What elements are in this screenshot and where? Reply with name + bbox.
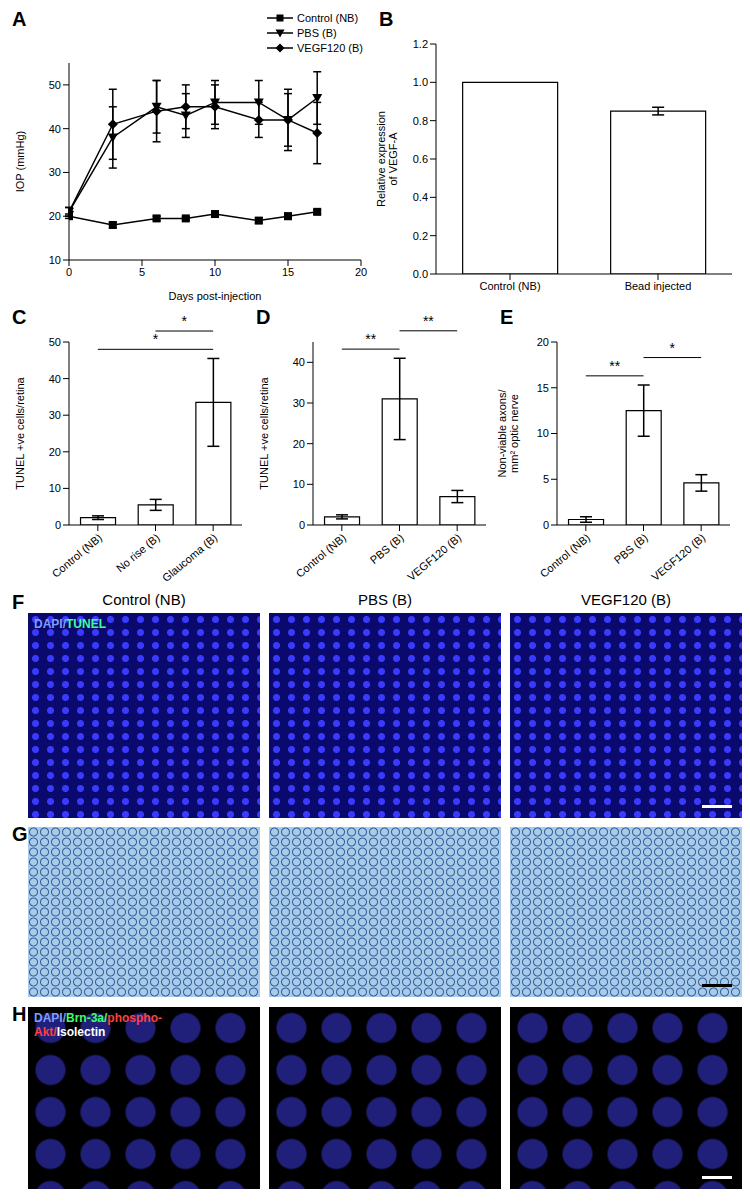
svg-text:1.2: 1.2 [413,38,428,50]
svg-text:5: 5 [543,473,549,485]
svg-text:0.6: 0.6 [413,153,428,165]
html-text:H DAPI/ Brn-3a/ phospho-Akt/ I: H DAPI/ Brn-3a/ phospho-Akt/ Isolectin [12,1003,162,1039]
svg-text:0.2: 0.2 [413,230,428,242]
svg-text:IOP (mmHg): IOP (mmHg) [14,131,26,193]
svg-text:VEGF120 (B): VEGF120 (B) [649,531,707,583]
svg-text:30: 30 [293,397,305,409]
svg-text:Control (NB): Control (NB) [294,531,349,579]
svg-text:*: * [182,313,188,329]
svg-text:PBS (B): PBS (B) [368,531,406,566]
svg-text:0: 0 [543,519,549,531]
html-text:DAPI/ TUNEL: DAPI/ TUNEL [34,617,106,631]
html-text:PBS (B): PBS (B) [297,26,337,39]
svg-text:0: 0 [299,519,305,531]
html-text:G: G [12,823,28,845]
svg-text:VEGF120 (B): VEGF120 (B) [405,531,463,583]
svg-text:5: 5 [139,266,145,278]
html-text:B: B [379,8,394,30]
svg-text:10: 10 [49,254,61,266]
svg-text:30: 30 [49,409,61,421]
svg-text:15: 15 [537,382,549,394]
svg-text:0.4: 0.4 [413,191,428,203]
svg-text:**: ** [423,313,434,329]
svg-text:Bead injected: Bead injected [625,280,692,292]
html-text:C: C [12,306,27,328]
svg-text:Control (NB): Control (NB) [50,531,105,579]
svg-text:10: 10 [209,266,221,278]
svg-text:20: 20 [293,438,305,450]
svg-text:Control (NB): Control (NB) [479,280,540,292]
svg-text:Relative expressionof VEGF-A: Relative expressionof VEGF-A [375,111,399,207]
svg-text:PBS (B): PBS (B) [612,531,650,566]
svg-text:20: 20 [49,210,61,222]
svg-text:Non-viable axons/mm² optic ner: Non-viable axons/mm² optic nerve [496,389,520,478]
svg-text:15: 15 [282,266,294,278]
svg-text:0.0: 0.0 [413,268,428,280]
html-text:Control (NB): Control (NB) [102,591,186,608]
svg-text:30: 30 [49,166,61,178]
svg-text:50: 50 [49,336,61,348]
svg-text:40: 40 [49,123,61,135]
html-text:VEGF120 (B): VEGF120 (B) [581,591,671,608]
svg-text:Control (NB): Control (NB) [538,531,593,579]
svg-text:20: 20 [537,336,549,348]
html-text:E: E [500,306,514,328]
html-text:Control (NB): Control (NB) [297,11,359,24]
svg-text:10: 10 [537,427,549,439]
svg-text:TUNEL +ve cells/retina: TUNEL +ve cells/retina [14,376,26,489]
svg-text:**: ** [609,358,620,374]
svg-text:40: 40 [49,373,61,385]
svg-text:*: * [670,340,676,356]
svg-text:No rise (B): No rise (B) [114,531,162,574]
html-text:D: D [256,306,271,328]
svg-text:*: * [153,331,159,347]
svg-text:40: 40 [293,356,305,368]
svg-text:50: 50 [49,79,61,91]
html-text:A: A [12,8,27,30]
html-text:PBS (B): PBS (B) [357,591,413,608]
svg-text:0: 0 [55,519,61,531]
svg-text:0.8: 0.8 [413,115,428,127]
svg-text:TUNEL +ve cells/retina: TUNEL +ve cells/retina [258,376,270,489]
svg-text:Glaucoma (B): Glaucoma (B) [160,531,220,584]
svg-text:1.0: 1.0 [413,76,428,88]
svg-text:10: 10 [49,482,61,494]
svg-text:10: 10 [293,478,305,490]
html-text:VEGF120 (B): VEGF120 (B) [297,41,363,54]
html-text:F: F [12,591,25,613]
svg-text:20: 20 [49,446,61,458]
svg-text:0: 0 [66,266,72,278]
svg-text:Days post-injection: Days post-injection [169,290,262,302]
svg-text:20: 20 [355,266,367,278]
svg-text:**: ** [365,331,376,347]
